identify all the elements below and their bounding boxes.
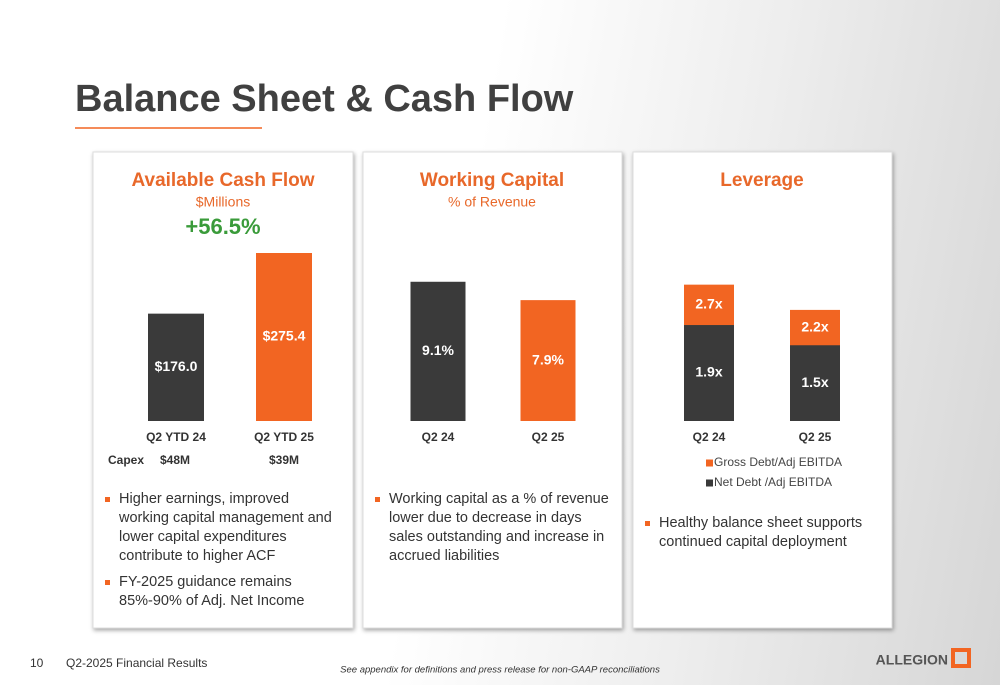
chart-title: Working Capital bbox=[420, 170, 564, 191]
capex-value: $48M bbox=[160, 453, 190, 467]
value-label: 1.9x bbox=[695, 364, 722, 380]
bar bbox=[256, 253, 312, 421]
panel bbox=[362, 151, 623, 629]
chart-subtitle: % of Revenue bbox=[448, 194, 536, 210]
bullet: FY-2025 guidance remains 85%-90% of Adj.… bbox=[105, 573, 343, 611]
x-tick-label: Q2 YTD 25 bbox=[254, 430, 314, 444]
panel bbox=[632, 151, 893, 629]
page-number: 10 bbox=[30, 656, 44, 670]
bar bbox=[520, 300, 576, 421]
value-label: 9.1% bbox=[422, 342, 454, 358]
bullet: Higher earnings, improved working capita… bbox=[105, 490, 343, 566]
value-label: $176.0 bbox=[155, 358, 198, 374]
bullet-list: Healthy balance sheet supports continued… bbox=[645, 514, 883, 559]
bullet-list: Higher earnings, improved working capita… bbox=[105, 490, 343, 618]
x-tick-label: Q2 24 bbox=[693, 430, 726, 444]
slide-title: Balance Sheet & Cash Flow bbox=[75, 78, 574, 120]
value-label: 2.7x bbox=[695, 296, 722, 312]
bar bbox=[790, 345, 840, 421]
x-tick-label: Q2 YTD 24 bbox=[146, 430, 206, 444]
chart-title: Available Cash Flow bbox=[131, 170, 314, 191]
annotation: +56.5% bbox=[185, 214, 260, 239]
value-label: 2.2x bbox=[801, 318, 828, 334]
chart-subtitle: $Millions bbox=[196, 194, 250, 210]
legend-swatch bbox=[706, 479, 713, 487]
legend-label: Gross Debt/Adj EBITDA bbox=[714, 455, 842, 469]
legend-swatch bbox=[706, 459, 713, 467]
capex-value: $39M bbox=[269, 453, 299, 467]
chart-title: Leverage bbox=[720, 170, 803, 191]
value-label: $275.4 bbox=[263, 328, 306, 344]
x-tick-label: Q2 24 bbox=[422, 430, 455, 444]
logo-text: ALLEGION bbox=[876, 652, 948, 668]
deck-name: Q2-2025 Financial Results bbox=[66, 656, 207, 670]
x-tick-label: Q2 25 bbox=[799, 430, 832, 444]
value-label: 1.5x bbox=[801, 374, 828, 390]
bar bbox=[684, 325, 734, 421]
value-label: 7.9% bbox=[532, 351, 564, 367]
bullet: Healthy balance sheet supports continued… bbox=[645, 514, 883, 552]
footnote: See appendix for definitions and press r… bbox=[340, 665, 660, 676]
panels bbox=[92, 151, 893, 629]
capex-label: Capex bbox=[108, 453, 144, 467]
legend-label: Net Debt /Adj EBITDA bbox=[714, 475, 832, 489]
bullet-list: Working capital as a % of revenue lower … bbox=[375, 490, 613, 573]
bar bbox=[148, 313, 204, 421]
x-tick-label: Q2 25 bbox=[532, 430, 565, 444]
bullet: Working capital as a % of revenue lower … bbox=[375, 490, 613, 566]
logo-mark bbox=[951, 648, 971, 668]
bar bbox=[410, 281, 466, 421]
